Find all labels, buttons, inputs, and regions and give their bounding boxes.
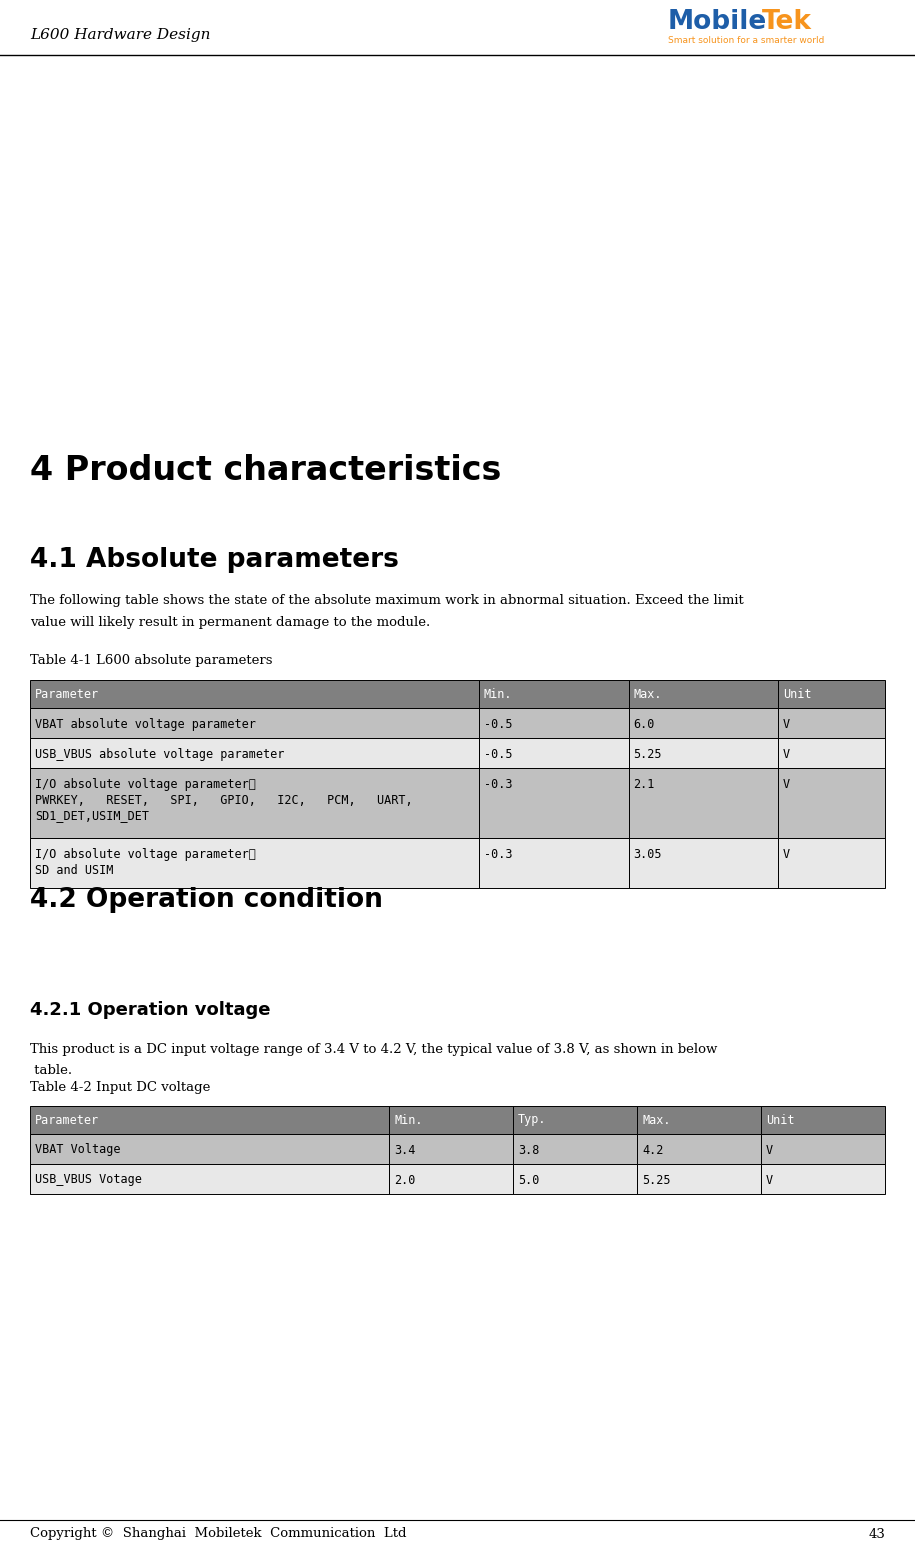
Bar (629, 838, 778, 888)
Bar (629, 707, 778, 738)
Text: table.: table. (30, 1063, 72, 1077)
Text: Mobile: Mobile (668, 9, 768, 35)
Bar (389, 1163, 513, 1194)
Text: Typ.: Typ. (518, 1114, 546, 1126)
Bar (479, 707, 629, 738)
Text: The following table shows the state of the absolute maximum work in abnormal sit: The following table shows the state of t… (30, 593, 744, 607)
Text: Parameter: Parameter (35, 687, 99, 701)
Bar (30, 680, 479, 707)
Text: -0.3: -0.3 (484, 848, 512, 860)
Bar (479, 838, 629, 888)
Text: Table 4-2 Input DC voltage: Table 4-2 Input DC voltage (30, 1082, 210, 1094)
Bar (637, 1106, 761, 1134)
Bar (389, 1134, 513, 1163)
Text: V: V (766, 1143, 773, 1156)
Text: This product is a DC input voltage range of 3.4 V to 4.2 V, the typical value of: This product is a DC input voltage range… (30, 1043, 717, 1057)
Bar (479, 738, 629, 767)
Text: -0.5: -0.5 (484, 747, 512, 761)
Bar (30, 1134, 389, 1163)
Text: SD and USIM: SD and USIM (35, 863, 113, 877)
Bar (778, 838, 885, 888)
Text: V: V (766, 1174, 773, 1187)
Text: USB_VBUS absolute voltage parameter: USB_VBUS absolute voltage parameter (35, 747, 285, 761)
Text: Unit: Unit (766, 1114, 794, 1126)
Text: Copyright ©  Shanghai  Mobiletek  Communication  Ltd: Copyright © Shanghai Mobiletek Communica… (30, 1527, 406, 1541)
Text: 2.0: 2.0 (394, 1174, 415, 1187)
Text: 5.0: 5.0 (518, 1174, 540, 1187)
Bar (30, 707, 479, 738)
Text: PWRKEY,   RESET,   SPI,   GPIO,   I2C,   PCM,   UART,: PWRKEY, RESET, SPI, GPIO, I2C, PCM, UART… (35, 794, 413, 806)
Text: Max.: Max. (633, 687, 662, 701)
Text: Table 4-1 L600 absolute parameters: Table 4-1 L600 absolute parameters (30, 653, 273, 667)
Text: V: V (783, 778, 791, 791)
Text: 3.05: 3.05 (633, 848, 662, 860)
Text: 4.1 Absolute parameters: 4.1 Absolute parameters (30, 547, 399, 573)
Bar (30, 767, 479, 838)
Bar (778, 680, 885, 707)
Bar (761, 1163, 885, 1194)
Bar (761, 1106, 885, 1134)
Text: VBAT absolute voltage parameter: VBAT absolute voltage parameter (35, 718, 256, 730)
Bar (778, 738, 885, 767)
Bar (30, 1163, 389, 1194)
Text: 6.0: 6.0 (633, 718, 655, 730)
Text: SD1_DET,USIM_DET: SD1_DET,USIM_DET (35, 809, 149, 823)
Bar (30, 738, 479, 767)
Text: Max.: Max. (642, 1114, 671, 1126)
Text: VBAT Voltage: VBAT Voltage (35, 1143, 121, 1156)
Bar (637, 1163, 761, 1194)
Text: I/O absolute voltage parameter：: I/O absolute voltage parameter： (35, 848, 256, 860)
Bar (761, 1134, 885, 1163)
Text: Smart solution for a smarter world: Smart solution for a smarter world (668, 35, 824, 45)
Text: I/O absolute voltage parameter：: I/O absolute voltage parameter： (35, 778, 256, 791)
Text: USB_VBUS Votage: USB_VBUS Votage (35, 1174, 142, 1187)
Text: 5.25: 5.25 (642, 1174, 671, 1187)
Text: value will likely result in permanent damage to the module.: value will likely result in permanent da… (30, 615, 430, 629)
Bar (389, 1106, 513, 1134)
Text: 4.2.1 Operation voltage: 4.2.1 Operation voltage (30, 1002, 271, 1019)
Text: Min.: Min. (394, 1114, 423, 1126)
Bar (778, 707, 885, 738)
Bar (513, 1134, 637, 1163)
Bar (778, 767, 885, 838)
Text: -0.5: -0.5 (484, 718, 512, 730)
Bar (479, 680, 629, 707)
Text: Parameter: Parameter (35, 1114, 99, 1126)
Text: 2.1: 2.1 (633, 778, 655, 791)
Text: 5.25: 5.25 (633, 747, 662, 761)
Text: V: V (783, 718, 791, 730)
Text: Unit: Unit (783, 687, 812, 701)
Text: L600 Hardware Design: L600 Hardware Design (30, 28, 210, 42)
Bar (479, 767, 629, 838)
Bar (513, 1106, 637, 1134)
Text: Tek: Tek (762, 9, 812, 35)
Bar (637, 1134, 761, 1163)
Text: 3.4: 3.4 (394, 1143, 415, 1156)
Bar (629, 738, 778, 767)
Text: -0.3: -0.3 (484, 778, 512, 791)
Bar (629, 767, 778, 838)
Text: 43: 43 (868, 1527, 885, 1541)
Text: 3.8: 3.8 (518, 1143, 540, 1156)
Text: V: V (783, 747, 791, 761)
Text: 4.2: 4.2 (642, 1143, 663, 1156)
Text: Min.: Min. (484, 687, 512, 701)
Bar (30, 838, 479, 888)
Bar (513, 1163, 637, 1194)
Text: 4.2 Operation condition: 4.2 Operation condition (30, 888, 382, 912)
Bar (30, 1106, 389, 1134)
Text: 4 Product characteristics: 4 Product characteristics (30, 453, 501, 487)
Bar (629, 680, 778, 707)
Text: V: V (783, 848, 791, 860)
